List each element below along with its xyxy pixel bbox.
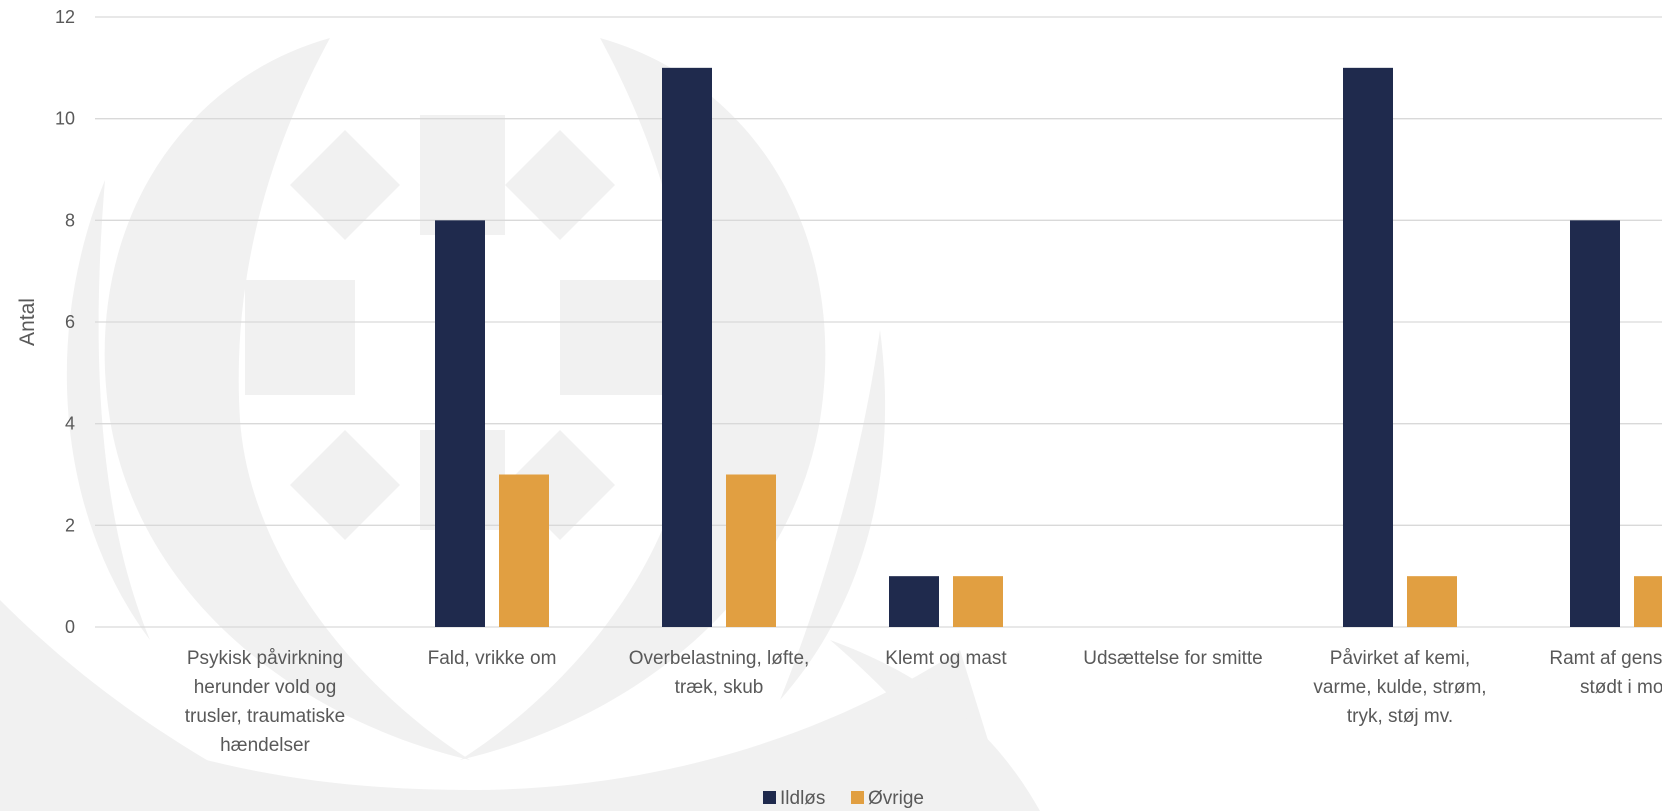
legend-label: Ildløs <box>780 788 825 809</box>
x-category-label: Klemt og mast <box>885 648 1007 669</box>
bar-ovrige <box>499 474 549 627</box>
bar-ovrige <box>1407 576 1457 627</box>
x-category-label: Udsættelse for smitte <box>1083 648 1263 669</box>
y-tick-label: 6 <box>65 312 75 332</box>
bar-ildlos <box>662 67 712 628</box>
y-tick-label: 10 <box>55 109 75 129</box>
legend: Ildløs Øvrige <box>763 788 924 809</box>
y-axis-ticks: 0 2 4 6 8 10 12 <box>55 7 75 637</box>
bar-ildlos <box>1343 67 1393 628</box>
watermark-emblem <box>0 38 1040 811</box>
y-axis-label: Antal <box>16 298 39 346</box>
gridlines <box>95 16 1662 628</box>
bar-ovrige <box>953 576 1003 627</box>
bar-ovrige <box>726 474 776 627</box>
y-tick-label: 8 <box>65 210 75 230</box>
x-category-label: Påvirket af kemi, varme, kulde, strøm, try… <box>1313 648 1486 727</box>
legend-label: Øvrige <box>868 788 924 809</box>
y-tick-label: 12 <box>55 7 75 27</box>
y-tick-label: 0 <box>65 617 75 637</box>
legend-swatch <box>763 791 776 804</box>
bar-ovrige <box>1634 576 1662 627</box>
bar-ildlos <box>889 576 939 627</box>
x-category-label: Psykisk påvirkning herunder vold og trusle… <box>185 648 346 756</box>
y-tick-label: 2 <box>65 515 75 535</box>
bar-ildlos <box>1570 220 1620 628</box>
x-category-label: Overbelastning, løfte, træk, skub <box>629 648 810 698</box>
x-category-label: Ramt af genstand,stødt i mod <box>1549 648 1662 698</box>
legend-swatch <box>851 791 864 804</box>
bars <box>435 67 1662 628</box>
x-category-label: Fald, vrikke om <box>428 648 557 669</box>
y-tick-label: 4 <box>65 414 75 434</box>
x-axis-categories: Psykisk påvirkning herunder vold og trusle… <box>185 648 1662 756</box>
bar-ildlos <box>435 220 485 628</box>
